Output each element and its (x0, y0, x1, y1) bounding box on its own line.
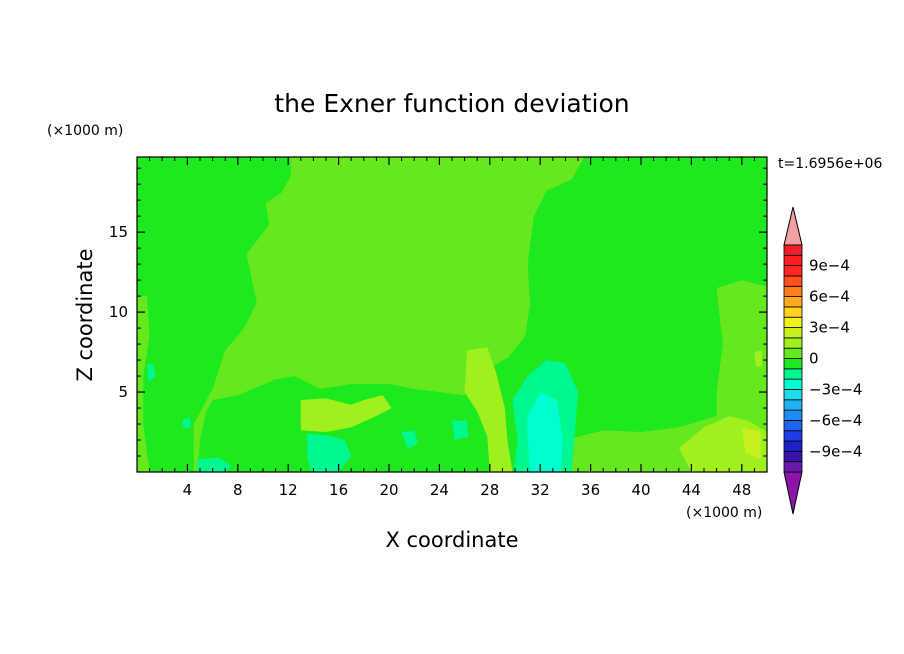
colorbar-tick-label: 3e−4 (809, 319, 850, 337)
colorbar-swatch (783, 440, 803, 452)
x-tick-label: 16 (329, 481, 348, 499)
colorbar-tick-label: −3e−4 (809, 380, 862, 398)
x-tick-label: 36 (581, 481, 600, 499)
colorbar-swatch (783, 420, 803, 432)
contour-plot-area (137, 157, 767, 472)
x-tick-label: 4 (183, 481, 193, 499)
colorbar-swatch (783, 306, 803, 318)
x-tick-label: 32 (531, 481, 550, 499)
contour-region-14 (182, 417, 192, 429)
contour-region-6 (741, 427, 761, 460)
contour-region-12 (401, 430, 418, 450)
chart-title: the Exner function deviation (274, 89, 629, 118)
colorbar-swatch (783, 337, 803, 349)
colorbar-under-triangle (783, 471, 803, 515)
contour-region-4 (300, 395, 392, 432)
colorbar-over-triangle (783, 206, 803, 246)
colorbar: 9e−4 6e−4 3e−4 0 −3e−4 −6e−4 −9e−4 (783, 206, 862, 515)
x-tick-label: 12 (279, 481, 298, 499)
colorbar-swatch (783, 368, 803, 380)
colorbar-tick-label: −6e−4 (809, 411, 862, 429)
x-tick-label: 48 (732, 481, 751, 499)
colorbar-swatch (783, 285, 803, 297)
contour-region-9 (307, 433, 352, 472)
colorbar-tick-label: 9e−4 (809, 257, 850, 275)
x-tick-label: 40 (631, 481, 650, 499)
x-tick-label: 24 (430, 481, 449, 499)
colorbar-swatch (783, 254, 803, 267)
colorbar-tick-label: −9e−4 (809, 442, 862, 460)
contour-region-10 (197, 457, 232, 472)
contour-region-15 (754, 350, 762, 367)
contour-region-11 (147, 363, 156, 383)
colorbar-swatch (783, 296, 803, 308)
colorbar-tick-label: 6e−4 (809, 288, 850, 306)
colorbar-swatch (783, 347, 803, 359)
colorbar-swatch (783, 244, 803, 256)
contour-region-3 (464, 347, 513, 472)
y-tick-label: 10 (109, 303, 128, 321)
colorbar-swatch (783, 316, 803, 328)
colorbar-tick-label: 0 (809, 350, 819, 368)
y-unit-label: (×1000 m) (47, 123, 123, 139)
time-label: t=1.6956e+06 (778, 156, 882, 172)
x-tick-label: 28 (480, 481, 499, 499)
contour-region-1 (716, 280, 767, 418)
contour-region-0 (193, 157, 767, 472)
colorbar-swatch (783, 358, 803, 370)
colorbar-swatch (783, 430, 803, 442)
x-unit-label: (×1000 m) (686, 505, 762, 521)
y-tick-label: 15 (109, 223, 128, 241)
x-tick-label: 20 (379, 481, 398, 499)
contour-region-8 (527, 392, 563, 472)
colorbar-swatch (783, 327, 803, 339)
colorbar-swatch (783, 450, 803, 463)
colorbar-swatch (783, 275, 803, 287)
contour-region-13 (452, 420, 469, 440)
colorbar-swatch (783, 378, 803, 390)
y-axis-label: Z coordinate (73, 248, 97, 381)
colorbar-swatch (783, 265, 803, 277)
y-tick-label: 5 (118, 383, 128, 401)
colorbar-swatch (783, 389, 803, 401)
colorbar-swatch (783, 399, 803, 411)
x-tick-label: 8 (233, 481, 243, 499)
x-tick-label: 44 (682, 481, 701, 499)
colorbar-swatch (783, 409, 803, 421)
colorbar-swatch (783, 461, 803, 473)
x-axis-label: X coordinate (385, 528, 518, 552)
contour-region-2 (137, 296, 150, 472)
